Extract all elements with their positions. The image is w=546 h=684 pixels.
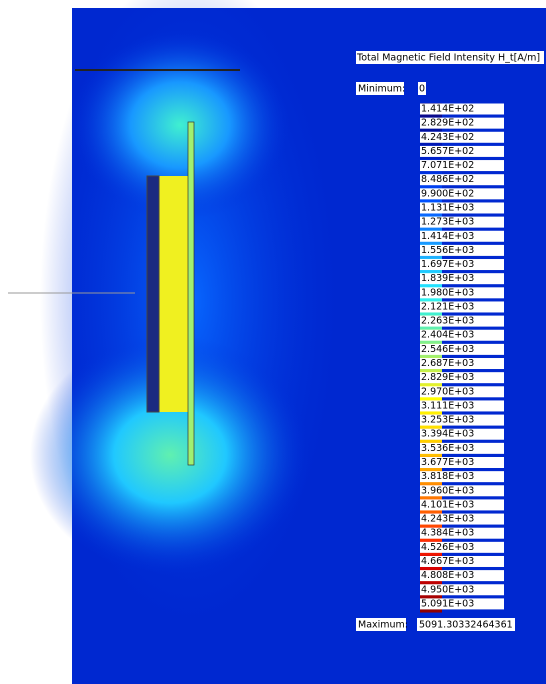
legend-label: 1.556E+03 — [421, 245, 474, 256]
label-bg — [420, 160, 504, 172]
label-bg — [420, 202, 504, 214]
legend-label: 2.121E+03 — [421, 301, 474, 312]
label-bg — [420, 400, 504, 412]
legend-label: 8.486E+02 — [421, 174, 474, 185]
label-bg — [420, 442, 504, 454]
value-bg — [417, 618, 515, 631]
legend-label: 4.950E+03 — [421, 584, 474, 595]
minimum-value: 0 — [419, 84, 425, 95]
maximum-label: Maximum: — [358, 620, 408, 631]
legend-label: 4.243E+03 — [421, 514, 474, 525]
legend-label: 1.414E+02 — [421, 104, 474, 115]
legend-label: 3.818E+03 — [421, 471, 474, 482]
label-bg — [420, 301, 504, 313]
label-bg — [420, 145, 504, 157]
legend-label: 4.808E+03 — [421, 570, 474, 581]
label-bg — [420, 230, 504, 242]
label-bg — [356, 618, 406, 631]
plate — [187, 121, 195, 466]
legend-label: 3.111E+03 — [421, 400, 474, 411]
label-bg — [420, 499, 504, 511]
minimum-label: Minimum: — [358, 84, 405, 95]
legend-label: 1.273E+03 — [421, 217, 474, 228]
label-bg — [420, 428, 504, 440]
label-bg — [420, 174, 504, 186]
legend-label: 2.687E+03 — [421, 358, 474, 369]
label-bg — [420, 386, 504, 398]
legend-label: 1.697E+03 — [421, 259, 474, 270]
legend-label: 3.677E+03 — [421, 457, 474, 468]
legend-label: 2.829E+02 — [421, 118, 474, 129]
label-bg — [420, 485, 504, 497]
legend-label: 2.546E+03 — [421, 344, 474, 355]
label-bg — [420, 527, 504, 539]
label-bg — [420, 414, 504, 426]
label-bg — [420, 216, 504, 228]
legend-label: 7.071E+02 — [421, 160, 474, 171]
legend-label: 3.253E+03 — [421, 415, 474, 426]
legend-label: 3.960E+03 — [421, 485, 474, 496]
label-bg — [420, 103, 504, 115]
label-bg — [420, 372, 504, 384]
label-bg — [420, 471, 504, 483]
label-bg — [420, 244, 504, 256]
legend-label: 3.536E+03 — [421, 443, 474, 454]
label-bg — [420, 188, 504, 200]
label-bg — [420, 555, 504, 567]
label-bg — [420, 287, 504, 299]
legend-label: 4.526E+03 — [421, 542, 474, 553]
legend-label: 1.414E+03 — [421, 231, 474, 242]
label-bg — [420, 584, 504, 596]
label-bg — [420, 117, 504, 129]
label-bg — [420, 570, 504, 582]
label-bg — [420, 259, 504, 271]
legend-label: 2.404E+03 — [421, 330, 474, 341]
legend-label: 4.667E+03 — [421, 556, 474, 567]
label-bg — [420, 457, 504, 468]
legend-label: 4.243E+02 — [421, 132, 474, 143]
label-bg — [420, 273, 504, 285]
maximum-value: 5091.30332464361 — [419, 620, 513, 631]
legend-label: 2.263E+03 — [421, 316, 474, 327]
title-bg — [356, 51, 544, 64]
legend-label: 9.900E+02 — [421, 188, 474, 199]
label-bg — [420, 358, 504, 370]
legend-label: 2.829E+03 — [421, 372, 474, 383]
field-bottom — [30, 335, 310, 575]
legend-label: 3.394E+03 — [421, 429, 474, 440]
label-bg — [420, 541, 504, 553]
legend-label: 1.839E+03 — [421, 273, 474, 284]
value-bg — [418, 82, 426, 95]
label-bg — [356, 82, 404, 95]
legend-title: Total Magnetic Field Intensity H_t[A/m] — [356, 53, 540, 64]
legend-label: 5.091E+03 — [421, 598, 474, 609]
label-bg — [420, 315, 504, 327]
legend-label: 4.384E+03 — [421, 528, 474, 539]
legend-label: 1.131E+03 — [421, 202, 474, 213]
label-bg — [420, 513, 504, 525]
label-bg — [420, 598, 504, 610]
label-bg — [420, 329, 504, 341]
label-bg — [420, 343, 504, 355]
legend-label: 4.101E+03 — [421, 499, 474, 510]
legend-label: 2.970E+03 — [421, 386, 474, 397]
magnet — [146, 175, 160, 413]
field-top — [70, 30, 290, 220]
legend-label: 5.657E+02 — [421, 146, 474, 157]
legend-label: 1.980E+03 — [421, 287, 474, 298]
label-bg — [420, 131, 504, 143]
